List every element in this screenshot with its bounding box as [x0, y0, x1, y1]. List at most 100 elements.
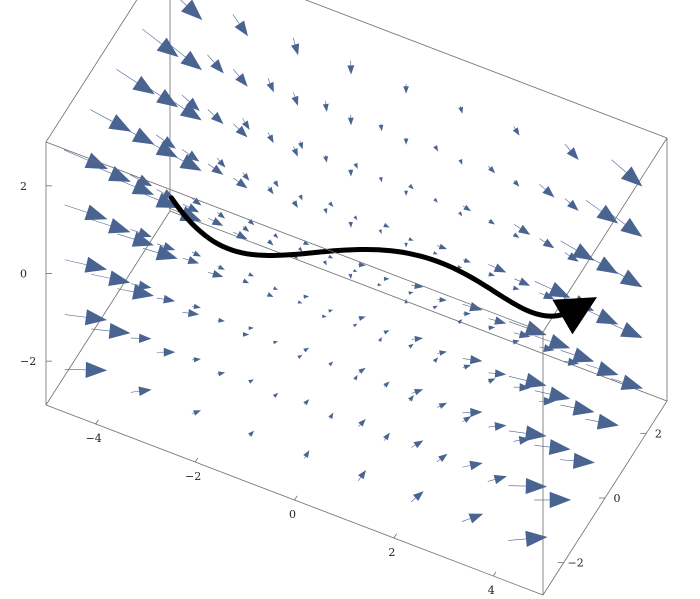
field-arrow — [559, 452, 595, 469]
field-arrow — [408, 183, 414, 190]
box-edge — [169, 210, 668, 402]
z-axis-tick-label: 2 — [20, 180, 27, 193]
field-arrow — [242, 118, 250, 130]
field-arrow — [488, 369, 507, 378]
field-arrow — [207, 269, 224, 278]
field-arrow — [404, 242, 408, 248]
field-arrow — [328, 309, 334, 313]
field-arrow — [437, 296, 447, 303]
vector-field-arrows — [63, 0, 644, 548]
field-arrow — [462, 204, 472, 212]
field-arrow — [217, 317, 225, 323]
field-arrow — [488, 218, 496, 225]
field-arrow — [91, 270, 131, 287]
field-arrow — [432, 305, 438, 310]
field-arrow — [564, 198, 579, 211]
field-arrow — [512, 126, 520, 136]
field-arrow — [130, 333, 152, 344]
field-arrow — [462, 355, 483, 365]
field-arrow — [266, 239, 274, 246]
field-arrow — [207, 217, 224, 226]
field-arrow — [488, 271, 496, 277]
field-arrow — [610, 374, 644, 390]
field-arrow — [534, 281, 571, 298]
field-arrow — [432, 357, 439, 363]
field-arrow — [142, 28, 179, 58]
field-arrow — [191, 410, 202, 416]
field-arrow — [534, 491, 572, 509]
field-arrow — [353, 162, 358, 170]
field-arrow — [358, 367, 366, 374]
field-arrow — [508, 425, 547, 442]
field-arrow — [560, 400, 595, 416]
field-arrow — [168, 43, 203, 71]
field-arrow — [91, 322, 131, 339]
field-arrow — [378, 229, 382, 234]
field-arrow — [512, 339, 520, 345]
field-arrow — [207, 54, 224, 74]
field-arrow — [242, 331, 250, 337]
field-arrow — [534, 334, 571, 349]
field-arrow — [585, 200, 619, 224]
field-arrow — [353, 215, 358, 221]
field-arrow — [383, 381, 390, 388]
field-arrow — [433, 197, 438, 203]
field-arrow — [233, 177, 248, 189]
field-arrow — [267, 186, 274, 195]
field-arrow — [462, 416, 472, 423]
field-arrow — [411, 389, 424, 396]
field-arrow — [383, 222, 390, 228]
x-axis-tick — [294, 495, 298, 501]
field-arrow — [378, 336, 382, 342]
field-arrow — [181, 94, 200, 112]
field-arrow — [353, 268, 358, 272]
field-arrow — [322, 100, 329, 112]
field-arrow — [457, 265, 463, 269]
field-arrow — [458, 211, 463, 217]
field-arrow — [298, 194, 303, 201]
field-arrow — [142, 245, 178, 261]
field-arrow — [353, 374, 358, 381]
field-arrow — [378, 123, 384, 132]
field-arrow — [488, 316, 507, 325]
field-arrow — [611, 159, 643, 187]
field-arrow — [534, 386, 571, 402]
field-arrow — [611, 322, 643, 338]
field-arrow — [321, 314, 327, 318]
field-arrow — [377, 283, 382, 287]
field-arrow — [487, 474, 507, 485]
field-arrow — [273, 340, 279, 345]
field-arrow — [64, 361, 108, 378]
field-arrow — [488, 263, 507, 273]
field-arrow — [508, 372, 547, 389]
field-arrow — [512, 232, 520, 239]
field-arrow — [291, 200, 298, 208]
field-arrow — [347, 114, 354, 126]
box-edge — [45, 210, 171, 406]
field-arrow — [291, 146, 298, 157]
x-axis-tick — [95, 419, 99, 425]
field-arrow — [404, 190, 409, 197]
y-axis-tick-label: −2 — [568, 557, 584, 570]
field-arrow — [303, 240, 310, 246]
field-arrow — [462, 257, 471, 263]
field-arrow — [403, 83, 409, 94]
x-axis-tick-label: 0 — [289, 508, 296, 521]
field-arrow — [357, 469, 367, 482]
field-arrow — [273, 180, 279, 188]
field-arrow — [248, 272, 255, 277]
field-arrow — [328, 412, 334, 420]
box-edge — [45, 0, 138, 143]
field-arrow — [411, 440, 424, 449]
field-arrow — [266, 78, 274, 93]
field-arrow — [216, 157, 226, 168]
field-arrow — [348, 273, 353, 280]
field-arrow — [408, 343, 414, 349]
field-arrow — [64, 256, 108, 273]
field-arrow — [217, 211, 226, 219]
field-arrow — [242, 172, 250, 181]
field-arrow — [487, 378, 496, 384]
z-axis-tick-label: 0 — [20, 268, 27, 281]
field-arrow — [323, 155, 329, 163]
